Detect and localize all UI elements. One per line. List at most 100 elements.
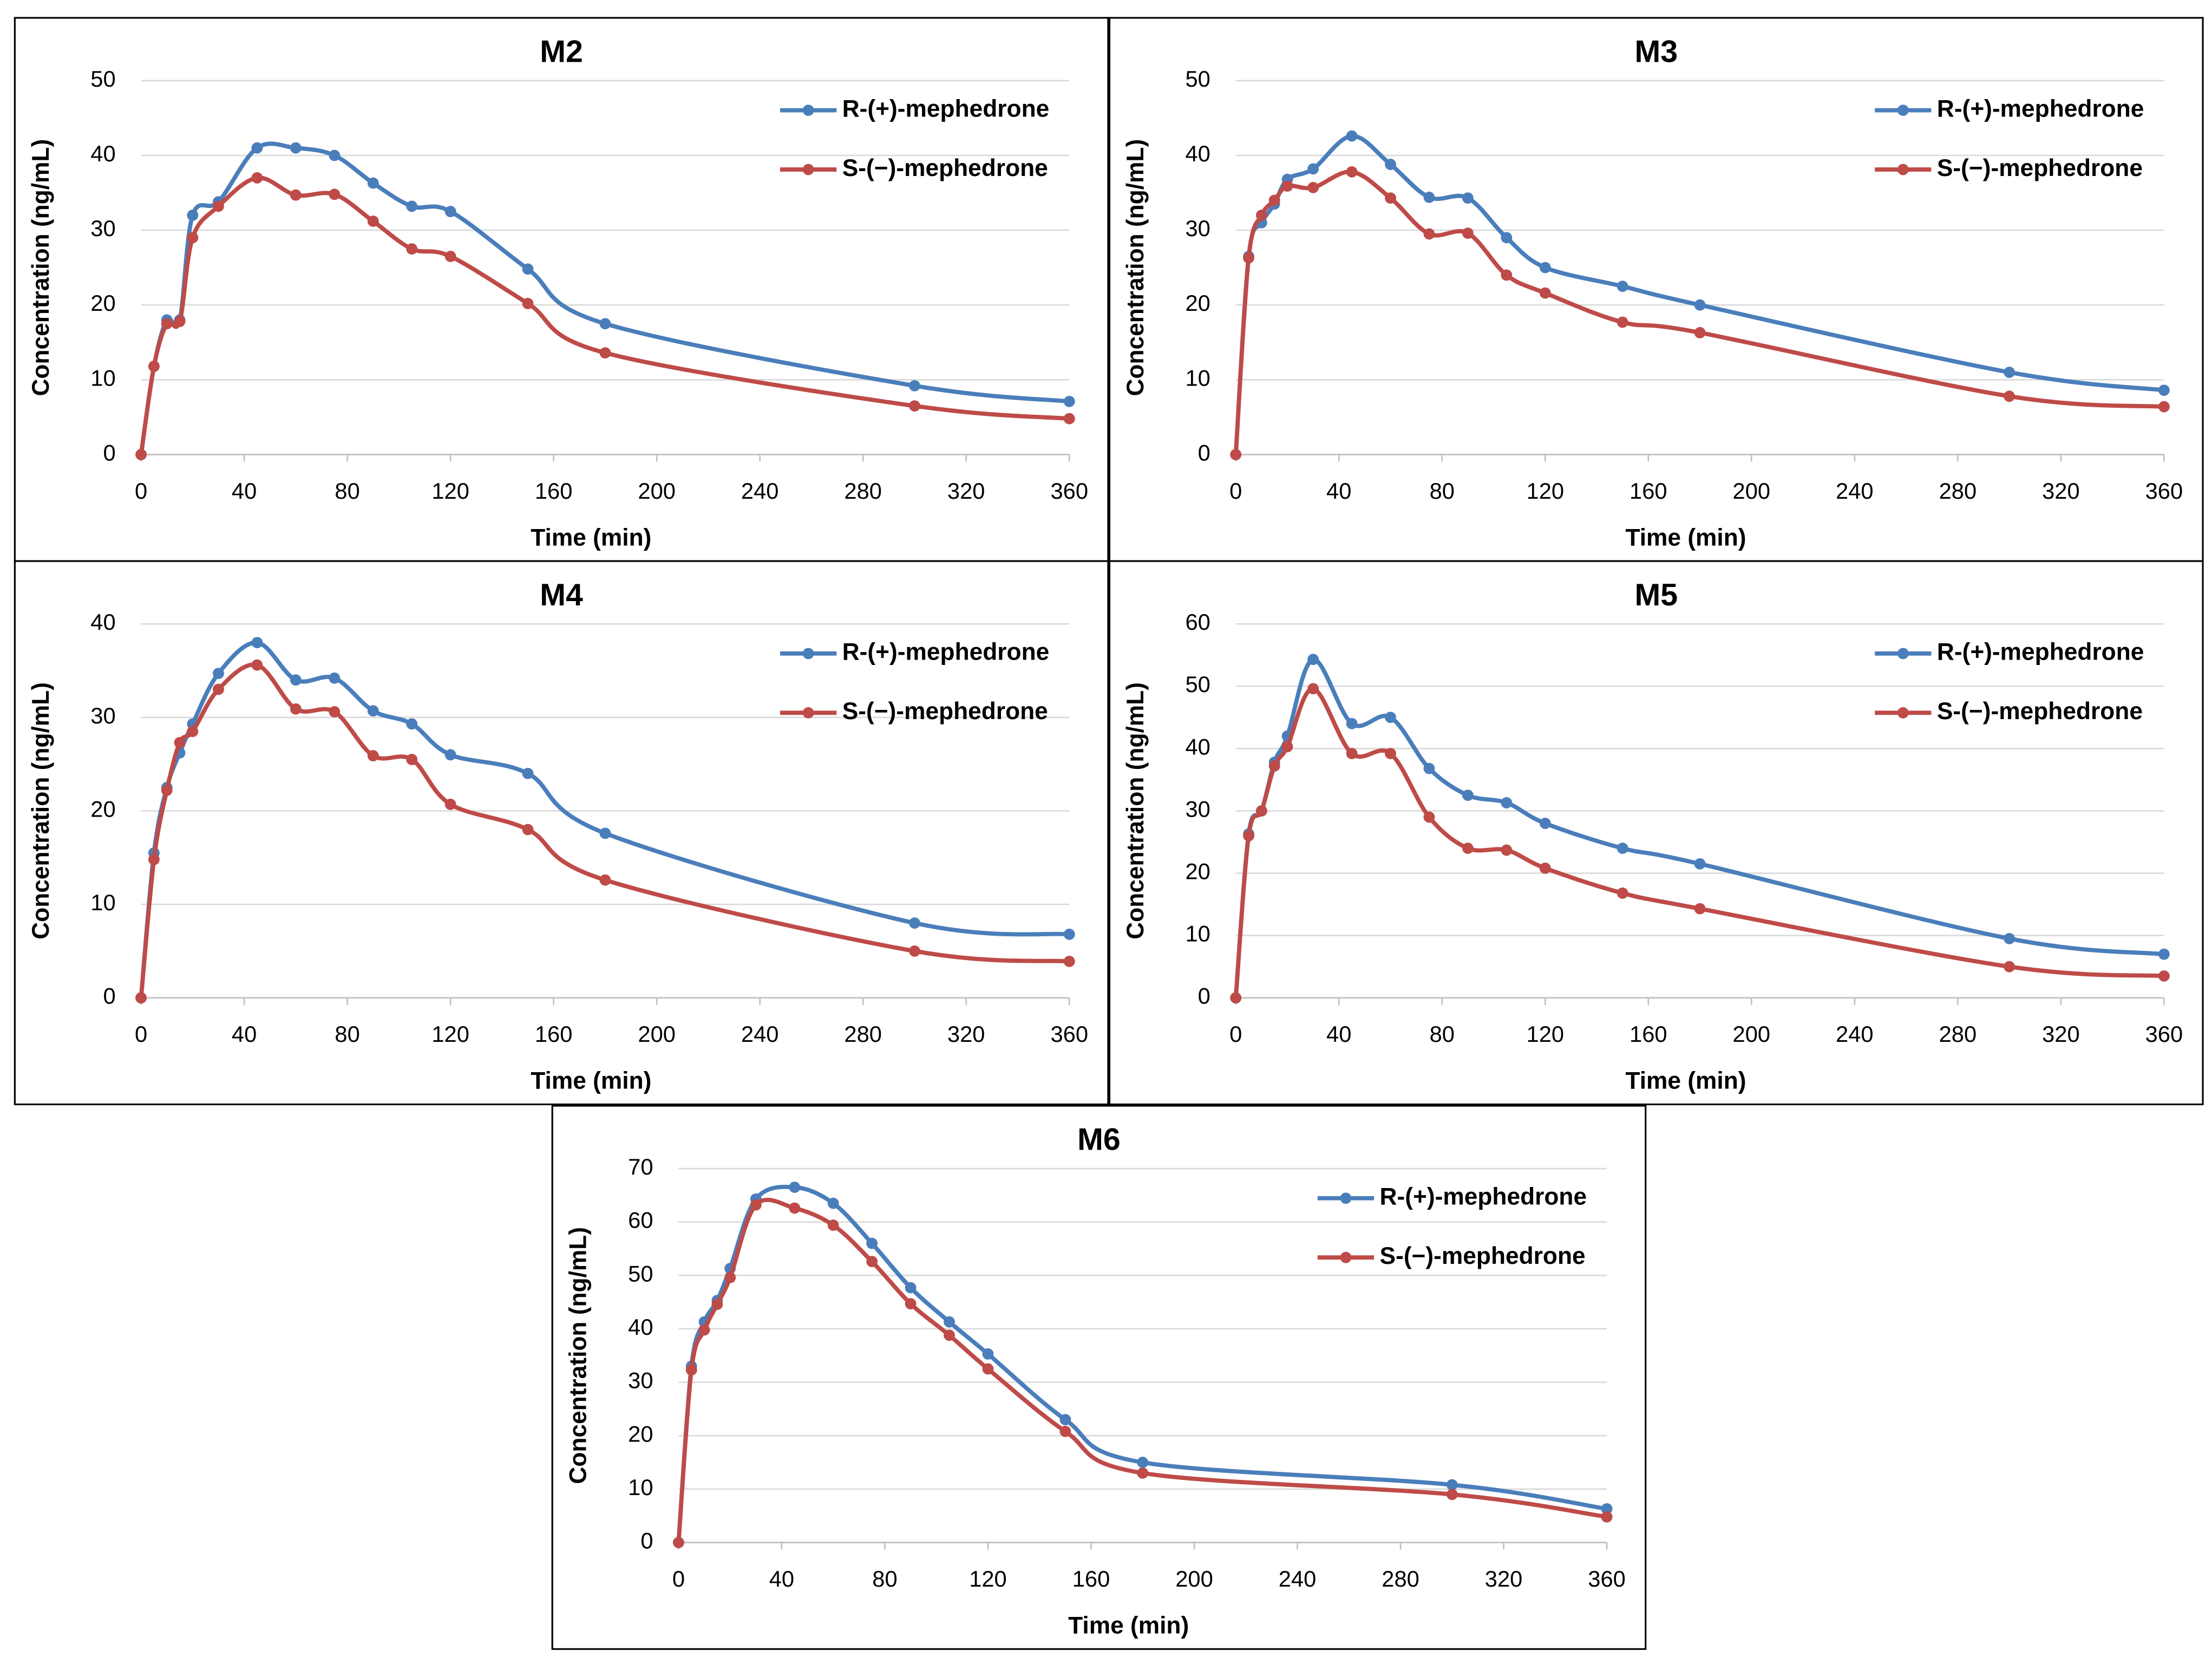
data-point <box>1539 287 1551 299</box>
data-point <box>599 874 611 886</box>
y-tick-label: 20 <box>628 1421 653 1446</box>
y-tick-label: 10 <box>1185 365 1210 390</box>
x-tick-label: 120 <box>1527 1021 1565 1047</box>
data-point <box>406 243 418 255</box>
y-axis-label: Concentration (ng/mL) <box>1122 139 1149 396</box>
data-point <box>444 749 456 761</box>
y-tick-label: 20 <box>90 796 115 821</box>
data-point <box>1694 299 1706 311</box>
x-tick-label: 40 <box>769 1566 794 1591</box>
chart-panel: M2 0 10 20 30 40 50 0 40 80 120 160 200 240 280 320 360 T… <box>14 17 1109 562</box>
data-point <box>406 200 418 212</box>
data-point <box>827 1219 839 1231</box>
data-point <box>1462 843 1474 854</box>
y-tick-label: 20 <box>1185 290 1210 316</box>
data-point <box>724 1271 736 1283</box>
x-tick-label: 240 <box>1279 1566 1317 1591</box>
x-tick-label: 40 <box>1326 478 1351 504</box>
legend-label: R-(+)-mephedrone <box>1937 95 2144 122</box>
data-point <box>698 1324 710 1336</box>
data-point <box>1137 1467 1149 1479</box>
y-tick-label: 0 <box>1198 983 1210 1009</box>
y-axis-label: Concentration (ng/mL) <box>1122 682 1149 940</box>
x-tick-label: 80 <box>335 1021 359 1047</box>
y-tick-label: 10 <box>628 1475 653 1500</box>
data-point <box>2004 961 2015 973</box>
legend-marker <box>802 707 814 719</box>
y-tick-label: 30 <box>1185 796 1210 821</box>
x-axis-label: Time (min) <box>531 525 651 551</box>
x-tick-label: 200 <box>1175 1566 1213 1591</box>
legend-label: S-(−)-mephedrone <box>1937 155 2143 181</box>
data-point <box>329 672 341 684</box>
chart-panel: M4 0 10 20 30 40 0 40 80 120 160 200 240 280 320 360 Tim… <box>14 560 1109 1106</box>
y-tick-label: 0 <box>640 1528 653 1554</box>
data-point <box>1617 843 1628 854</box>
x-axis-label: Time (min) <box>1068 1613 1189 1639</box>
panel-border <box>551 1105 1647 1650</box>
legend-marker <box>1340 1192 1352 1204</box>
data-point <box>1255 805 1267 817</box>
data-point <box>1385 159 1396 170</box>
data-point <box>2158 384 2170 396</box>
data-point <box>909 945 920 957</box>
data-point <box>367 705 379 717</box>
x-tick-label: 320 <box>947 478 985 504</box>
data-point <box>866 1256 878 1268</box>
x-tick-label: 40 <box>1326 1021 1351 1047</box>
data-point <box>187 210 199 221</box>
x-tick-label: 320 <box>947 1021 985 1047</box>
y-tick-label: 60 <box>628 1208 653 1233</box>
y-tick-label: 10 <box>90 365 115 390</box>
y-tick-label: 20 <box>90 290 115 316</box>
data-point <box>909 380 920 392</box>
data-point <box>905 1282 917 1294</box>
data-point <box>1230 449 1242 460</box>
data-point <box>1423 191 1435 203</box>
legend-marker <box>1897 707 1909 719</box>
x-tick-label: 160 <box>535 478 573 504</box>
data-point <box>522 824 534 836</box>
data-point <box>251 142 263 154</box>
x-tick-label: 160 <box>1629 478 1667 504</box>
y-tick-label: 10 <box>1185 921 1210 947</box>
x-axis-label: Time (min) <box>531 1068 651 1094</box>
y-tick-label: 0 <box>1198 440 1210 465</box>
data-point <box>2004 390 2015 402</box>
data-point <box>1601 1511 1613 1523</box>
chart-title: M3 <box>1634 35 1678 69</box>
data-point <box>1462 192 1474 204</box>
data-point <box>944 1329 955 1341</box>
data-point <box>982 1363 994 1375</box>
data-point <box>1617 887 1628 899</box>
x-tick-label: 0 <box>1229 478 1242 504</box>
y-axis-label: Concentration (ng/mL) <box>28 139 54 396</box>
data-point <box>905 1298 917 1310</box>
data-point <box>522 298 534 309</box>
data-point <box>1423 228 1435 240</box>
data-point <box>866 1237 878 1249</box>
x-tick-label: 160 <box>1629 1021 1667 1047</box>
x-tick-label: 280 <box>844 1021 882 1047</box>
data-point <box>1059 1425 1071 1437</box>
data-point <box>1268 194 1280 206</box>
data-point <box>1243 252 1254 264</box>
data-point <box>1063 928 1075 940</box>
data-point <box>1063 955 1075 967</box>
chart-title: M6 <box>1077 1123 1121 1157</box>
y-tick-label: 30 <box>1185 216 1210 241</box>
data-point <box>1243 830 1254 841</box>
data-point <box>1346 130 1358 142</box>
data-point <box>329 706 341 717</box>
x-tick-label: 120 <box>1527 478 1565 504</box>
data-point <box>1346 166 1358 178</box>
data-point <box>290 703 302 715</box>
data-point <box>1307 181 1319 193</box>
data-point <box>789 1202 801 1214</box>
data-point <box>1501 232 1513 244</box>
legend-label: R-(+)-mephedrone <box>842 639 1050 666</box>
data-point <box>444 251 456 262</box>
data-point <box>1694 858 1706 870</box>
x-tick-label: 280 <box>1939 478 1977 504</box>
